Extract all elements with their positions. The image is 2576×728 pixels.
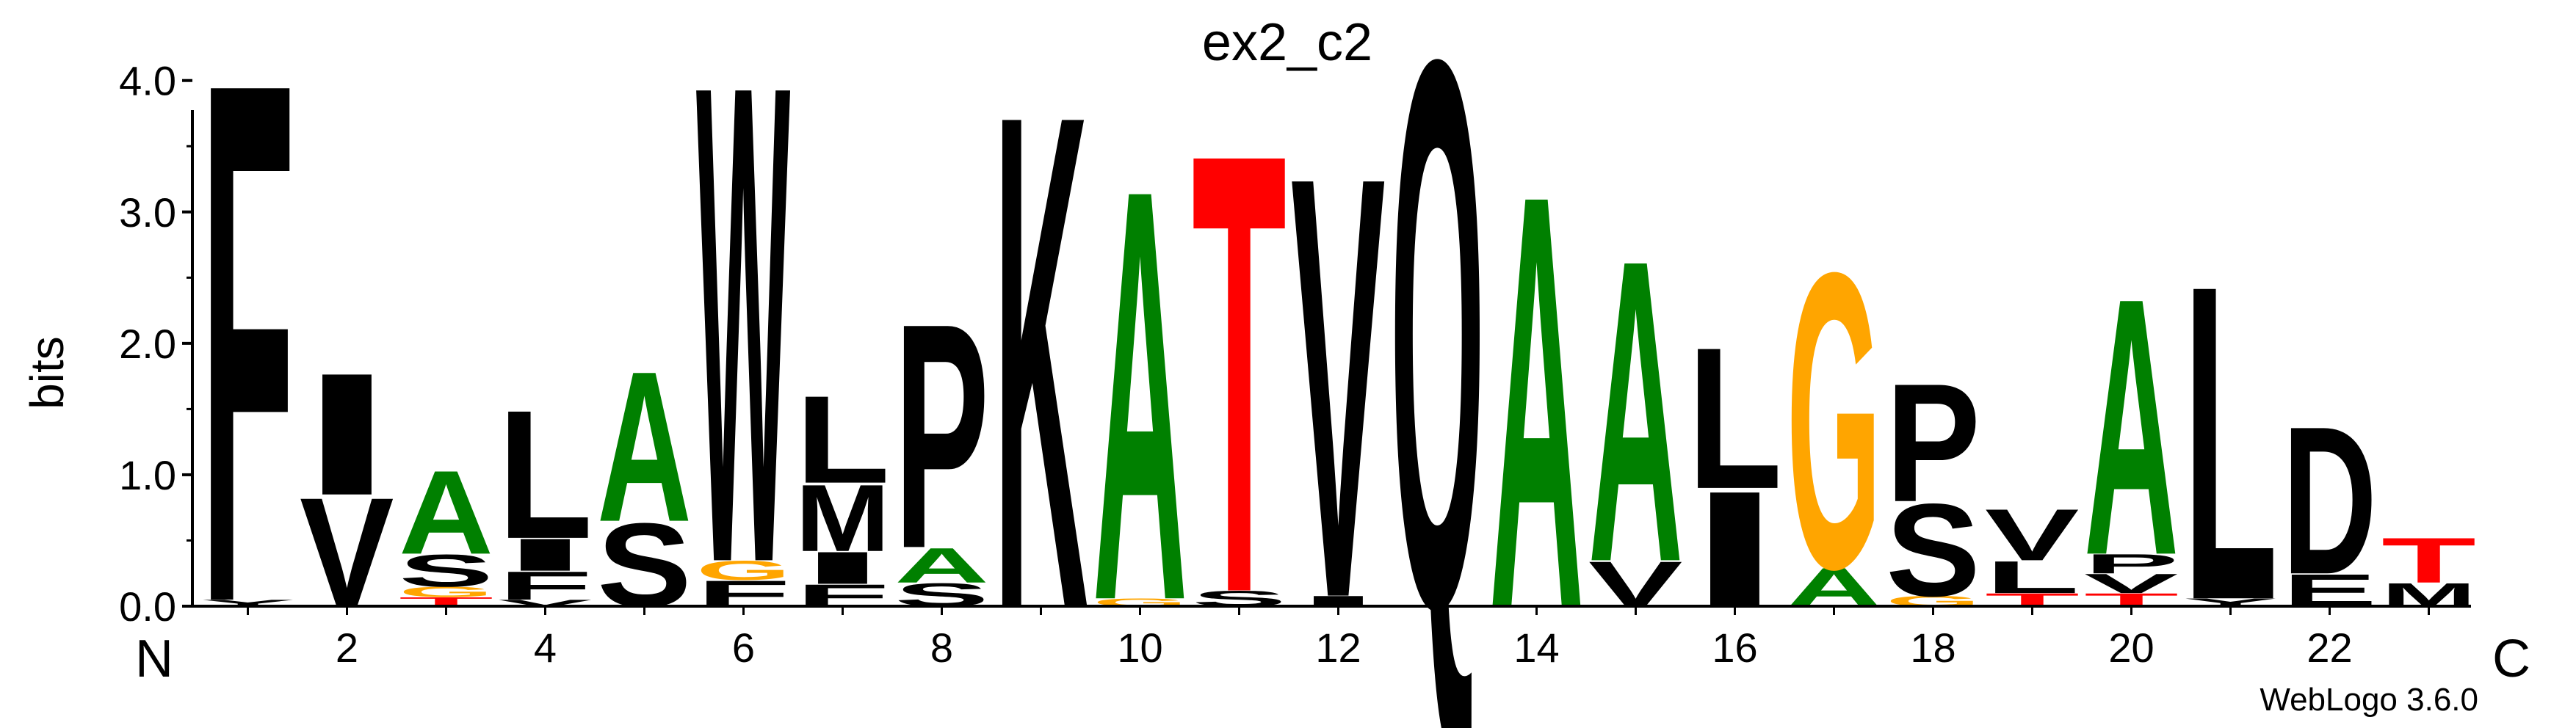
c-terminus-label: C [2492,630,2530,688]
logo-letter-v: V [1985,494,2079,576]
n-terminus-label: N [135,630,173,688]
x-tick-label: 18 [1910,625,1955,671]
logo-letter-g: G [399,584,493,600]
logo-letter-v: V [1291,52,1386,724]
logo-letter-m: M [795,465,890,572]
y-tick-label: 4.0 [119,58,176,104]
logo-letter-p: P [2084,548,2179,579]
x-tick-label: 8 [930,625,953,671]
logo-letter-d: D [2282,382,2377,619]
x-tick-label: 22 [2307,625,2352,671]
logo-letter-s: S [399,545,493,597]
x-tick-label: 10 [1117,625,1162,671]
logo-column-1: YF [200,0,295,728]
logo-letter-g: G [1787,185,1881,657]
logo-letter-l: L [795,369,890,509]
y-tick-label: 1.0 [119,452,176,498]
logo-column-17: AG [1787,185,1881,657]
logo-column-14: A [1489,71,1584,728]
x-tick-label: 12 [1315,625,1361,671]
chart-title: ex2_c2 [1202,13,1372,72]
logo-letter-l: L [1985,551,2080,603]
x-tick-label: 16 [1712,625,1757,671]
logo-column-23: MT [2381,525,2476,614]
logo-letter-a: A [1588,171,1683,652]
logo-letter-t: T [1192,23,1287,725]
logo-letter-f: F [200,0,295,728]
y-tick-label: 2.0 [119,321,176,367]
x-tick-label: 14 [1513,625,1559,671]
logo-column-18: GSP [1886,349,1980,624]
logo-column-8: SAP [894,257,989,616]
logo-column-12: IV [1291,52,1386,724]
logo-letter-t: T [2381,525,2476,596]
logo-column-22: ED [2282,382,2377,619]
weblogo-version-footer: WebLogo 3.6.0 [2260,682,2478,718]
x-tick-label: 4 [534,625,557,671]
logo-letter-p: P [894,257,989,616]
y-axis-label: bits [21,336,73,410]
x-tick-label: 2 [336,625,358,671]
logo-letter-l: L [2183,192,2278,695]
logo-column-2: VI [300,337,394,639]
logo-letter-p: P [1886,349,1980,538]
logo-letter-a: A [399,446,493,580]
logo-letter-w: W [696,0,791,705]
logo-letter-a: A [1489,71,1584,728]
logo-letter-q: Q [1390,0,1485,728]
logo-column-9: K [994,0,1088,728]
logo-letter-a: A [894,538,989,594]
y-tick-label: 3.0 [119,189,176,236]
logo-letter-v: V [2084,568,2178,599]
x-tick-label: 6 [732,625,755,671]
logo-column-19: TLV [1985,494,2080,611]
logo-letter-i: I [498,529,593,580]
y-axis-ticks: 0.0 1.0 2.0 3.0 4.0 [119,58,192,630]
logo-letter-a: A [2084,222,2179,632]
logo-column-15: VA [1588,171,1683,652]
logo-letter-l: L [498,372,593,578]
logo-letter-f: F [498,563,593,608]
logo-letter-l: L [1687,305,1782,531]
x-tick-label: 20 [2108,625,2154,671]
logo-letter-k: K [994,0,1088,728]
logo-column-16: IL [1687,305,1782,641]
logo-column-11: ST [1192,23,1287,725]
logo-column-13: Q [1390,0,1485,728]
logo-letter-a: A [597,327,692,567]
logo-column-21: YL [2183,192,2278,695]
logo-column-6: FGW [696,0,791,705]
logo-letter-i: I [795,542,890,594]
x-axis-ticks: 2 4 6 8 10 12 14 16 18 20 22 [247,606,2430,671]
logo-letter-i: I [300,337,394,532]
logo-letter-g: G [696,555,791,586]
y-tick-label: 0.0 [119,583,176,630]
logo-letter-s: S [1886,476,1980,624]
logo-column-5: SA [597,327,692,631]
